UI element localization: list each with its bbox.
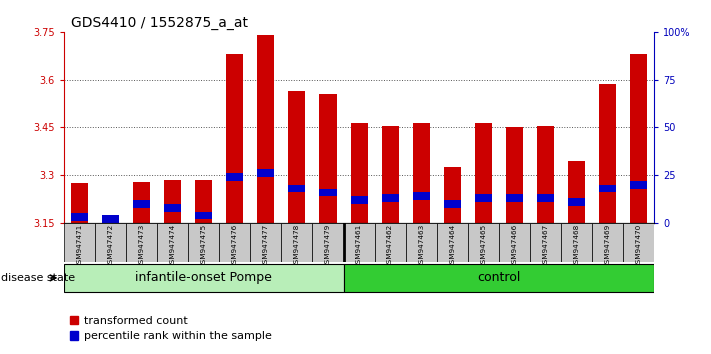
Text: GSM947468: GSM947468 <box>574 224 579 268</box>
Bar <box>64 263 343 292</box>
Bar <box>561 223 592 262</box>
Text: infantile-onset Pompe: infantile-onset Pompe <box>135 272 272 284</box>
Bar <box>437 223 468 262</box>
Bar <box>343 263 654 292</box>
Bar <box>164 204 181 212</box>
Bar <box>257 35 274 223</box>
Bar <box>102 220 119 223</box>
Bar <box>226 173 243 181</box>
Text: disease state: disease state <box>1 273 75 283</box>
Text: GSM947461: GSM947461 <box>356 224 362 268</box>
Bar <box>133 200 150 208</box>
Bar <box>312 223 343 262</box>
Bar <box>592 223 623 262</box>
Text: GSM947474: GSM947474 <box>170 224 176 268</box>
Bar <box>351 123 368 223</box>
Bar <box>95 223 126 262</box>
Text: GSM947477: GSM947477 <box>263 224 269 268</box>
Text: GSM947471: GSM947471 <box>77 224 82 268</box>
Bar <box>599 84 616 223</box>
Bar <box>250 223 282 262</box>
Text: GSM947462: GSM947462 <box>387 224 393 268</box>
Text: GSM947472: GSM947472 <box>107 224 114 268</box>
Bar <box>196 212 213 219</box>
Bar <box>133 182 150 223</box>
Bar <box>382 126 399 223</box>
Bar <box>64 223 95 262</box>
Text: GSM947478: GSM947478 <box>294 224 300 268</box>
Bar <box>319 189 336 196</box>
Bar <box>537 126 554 223</box>
Bar <box>499 223 530 262</box>
Text: GSM947475: GSM947475 <box>201 224 207 268</box>
Bar <box>319 94 336 223</box>
Bar <box>71 213 88 221</box>
Bar <box>351 196 368 204</box>
Bar <box>102 215 119 223</box>
Bar <box>289 185 306 193</box>
Bar <box>188 223 219 262</box>
Bar <box>343 223 375 262</box>
Text: GSM947479: GSM947479 <box>325 224 331 268</box>
Bar <box>475 194 492 202</box>
Bar <box>289 91 306 223</box>
Bar <box>599 185 616 193</box>
Bar <box>282 223 312 262</box>
Bar <box>412 123 429 223</box>
Bar <box>475 123 492 223</box>
Text: GSM947463: GSM947463 <box>418 224 424 268</box>
Text: GSM947469: GSM947469 <box>604 224 611 268</box>
Text: GSM947476: GSM947476 <box>232 224 237 268</box>
Text: GSM947473: GSM947473 <box>139 224 144 268</box>
Bar <box>568 161 585 223</box>
Text: GSM947464: GSM947464 <box>449 224 455 268</box>
Bar <box>468 223 499 262</box>
Text: GSM947470: GSM947470 <box>636 224 641 268</box>
Text: GDS4410 / 1552875_a_at: GDS4410 / 1552875_a_at <box>71 16 248 30</box>
Bar <box>226 54 243 223</box>
Bar <box>126 223 157 262</box>
Text: GSM947465: GSM947465 <box>481 224 486 268</box>
Bar <box>412 193 429 200</box>
Bar <box>157 223 188 262</box>
Bar <box>375 223 406 262</box>
Text: control: control <box>477 272 520 284</box>
Text: GSM947466: GSM947466 <box>511 224 518 268</box>
Bar <box>196 180 213 223</box>
Bar <box>257 170 274 177</box>
Bar <box>406 223 437 262</box>
Bar <box>382 194 399 202</box>
Bar <box>219 223 250 262</box>
Bar <box>444 167 461 223</box>
Bar <box>630 181 647 189</box>
Bar <box>530 223 561 262</box>
Bar <box>71 183 88 223</box>
Bar <box>568 198 585 206</box>
Bar <box>164 180 181 223</box>
Bar <box>623 223 654 262</box>
Text: GSM947467: GSM947467 <box>542 224 548 268</box>
Legend: transformed count, percentile rank within the sample: transformed count, percentile rank withi… <box>70 315 272 341</box>
Bar <box>630 54 647 223</box>
Bar <box>506 127 523 223</box>
Bar <box>537 194 554 202</box>
Bar <box>444 200 461 208</box>
Bar <box>506 194 523 202</box>
